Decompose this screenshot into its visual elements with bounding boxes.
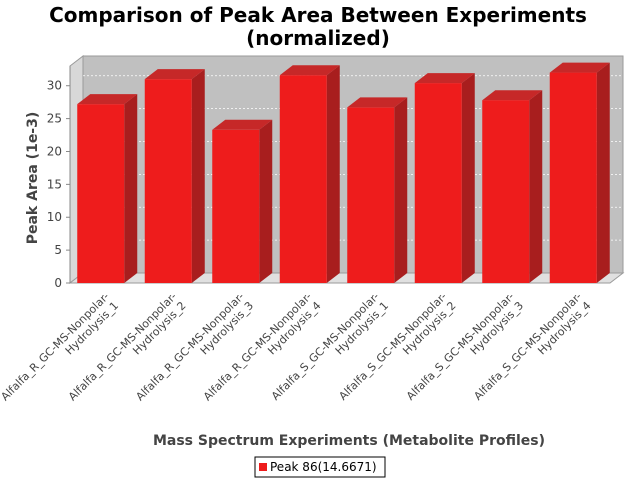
bar-top bbox=[212, 119, 273, 130]
bar-top bbox=[77, 94, 138, 105]
y-tick-label: 20 bbox=[47, 144, 62, 158]
bar-top bbox=[279, 65, 340, 76]
x-axis-title: Mass Spectrum Experiments (Metabolite Pr… bbox=[153, 433, 545, 449]
bar-front bbox=[77, 104, 125, 283]
bar-front bbox=[144, 79, 192, 283]
bar-top bbox=[414, 73, 475, 84]
y-axis: 0 5 10 15 20 25 30 bbox=[47, 66, 71, 290]
y-tick-label: 10 bbox=[47, 210, 62, 224]
bar-side bbox=[461, 73, 475, 283]
bar-side bbox=[529, 90, 543, 283]
y-tick-label: 15 bbox=[47, 177, 62, 191]
bar-side bbox=[596, 62, 610, 283]
bar bbox=[482, 90, 543, 283]
bars bbox=[77, 62, 610, 284]
bar-front bbox=[482, 100, 530, 283]
bar-front bbox=[347, 107, 395, 283]
y-tick-label: 25 bbox=[47, 112, 62, 126]
bar-top bbox=[144, 69, 205, 80]
y-tick-label: 5 bbox=[54, 243, 62, 257]
bar-front bbox=[279, 75, 327, 284]
legend-label: Peak 86(14.6671) bbox=[270, 460, 377, 474]
bar-front bbox=[212, 129, 260, 283]
bar bbox=[549, 62, 610, 283]
bar-front bbox=[414, 83, 462, 283]
bar-side bbox=[259, 119, 273, 283]
bar-top bbox=[482, 90, 543, 101]
y-tick-label: 0 bbox=[54, 276, 62, 290]
bar-side bbox=[124, 94, 138, 283]
bar-side bbox=[191, 69, 205, 283]
bar bbox=[212, 119, 273, 283]
x-axis-categories: Alfalfa_R_GC-MS-Nonpolar-Hydrolysis_1Alf… bbox=[0, 290, 594, 413]
bar bbox=[414, 73, 475, 283]
bar bbox=[144, 69, 205, 283]
legend-swatch bbox=[259, 463, 267, 471]
y-axis-title: Peak Area (1e-3) bbox=[25, 112, 41, 245]
bar bbox=[77, 94, 138, 283]
y-tick-label: 30 bbox=[47, 79, 62, 93]
chart-title: Comparison of Peak Area Between Experime… bbox=[49, 3, 587, 27]
legend: Peak 86(14.6671) bbox=[254, 456, 386, 478]
bar-side bbox=[326, 65, 340, 284]
bar bbox=[279, 65, 340, 284]
bar-side bbox=[394, 97, 408, 283]
bar-top bbox=[347, 97, 408, 108]
bar bbox=[347, 97, 408, 283]
legend-box bbox=[254, 456, 386, 478]
chart-subtitle: (normalized) bbox=[246, 26, 390, 50]
x-category-label: Alfalfa_R_GC-MS-Nonpolar-Hydrolysis_1 bbox=[0, 290, 121, 413]
bar-top bbox=[549, 62, 610, 73]
bar-front bbox=[549, 72, 597, 283]
